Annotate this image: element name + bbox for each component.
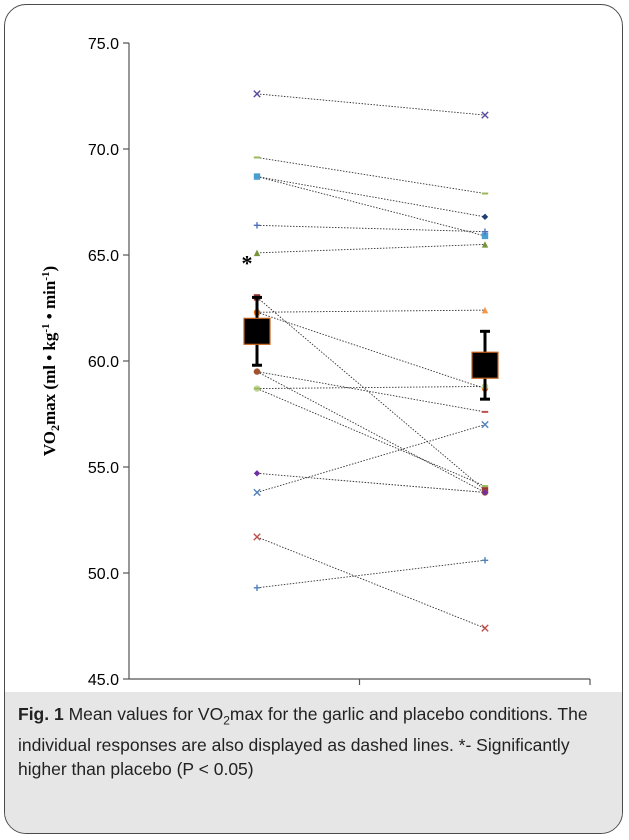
individual-line: [256, 224, 486, 233]
individual-line: [256, 472, 486, 493]
individual-markers: [253, 90, 489, 632]
point-marker: [481, 241, 489, 248]
individual-line: [256, 311, 486, 389]
caption-subscript: 2: [223, 713, 230, 728]
individual-line: [256, 371, 486, 493]
point-marker: [253, 90, 261, 98]
individual-line: [256, 424, 486, 493]
individual-line: [256, 309, 486, 313]
individual-lines: [256, 93, 486, 629]
point-marker: [253, 470, 261, 477]
axis-labels: TreatmentVO2​max (ml • kg-1​ • min-1​): [40, 266, 62, 456]
y-tick-label: 65.0: [88, 248, 119, 265]
individual-line: [256, 559, 486, 589]
y-tick-label: 45.0: [88, 672, 119, 689]
individual-line: [256, 93, 486, 116]
point-marker: [253, 173, 261, 180]
y-tick-label: 55.0: [88, 460, 119, 477]
chart: 45.050.055.060.065.070.075.0GarlicPlaceb…: [40, 36, 591, 695]
y-tick-label: 70.0: [88, 142, 119, 159]
point-marker: [481, 624, 489, 632]
point-marker: [481, 489, 489, 496]
point-marker: [253, 533, 261, 541]
point-marker: [253, 488, 261, 497]
individual-line: [256, 371, 486, 413]
mean-marker: [243, 317, 271, 345]
point-marker: [481, 232, 489, 240]
individual-line: [256, 243, 486, 254]
point-marker: [481, 420, 489, 429]
point-marker: [481, 228, 489, 235]
point-marker: [481, 111, 489, 119]
y-axis-title: VO2​max (ml • kg-1​ • min-1​): [40, 266, 62, 456]
point-marker: [253, 584, 261, 592]
mean-marker: [471, 351, 499, 379]
significance-asterisk: *: [242, 250, 253, 275]
y-tick-label: 50.0: [88, 566, 119, 583]
mean-markers: *: [242, 250, 499, 401]
point-marker: [481, 213, 489, 221]
y-tick-label: 75.0: [88, 36, 119, 53]
figure-label: Fig. 1: [18, 704, 64, 724]
caption-text-1: Mean values for VO: [63, 704, 224, 724]
axes: 45.050.055.060.065.070.075.0GarlicPlaceb…: [88, 36, 591, 695]
individual-line: [256, 536, 486, 629]
individual-line: [256, 297, 486, 491]
point-marker: [253, 368, 261, 375]
point-marker: [481, 306, 489, 314]
figure-frame: 45.050.055.060.065.070.075.0GarlicPlaceb…: [4, 4, 623, 834]
y-tick-label: 60.0: [88, 354, 119, 371]
point-marker: [253, 222, 261, 229]
point-marker: [253, 249, 261, 257]
individual-line: [256, 157, 486, 194]
caption-text-2: max for the garlic and placebo condition…: [18, 704, 588, 779]
point-marker: [481, 557, 489, 564]
individual-line: [256, 385, 486, 390]
caption-band: Fig. 1 Mean values for VO2max for the ga…: [5, 692, 622, 833]
individual-line: [256, 176, 486, 237]
individual-line: [256, 388, 486, 487]
figure-caption: Fig. 1 Mean values for VO2max for the ga…: [18, 702, 608, 781]
individual-line: [256, 176, 486, 218]
